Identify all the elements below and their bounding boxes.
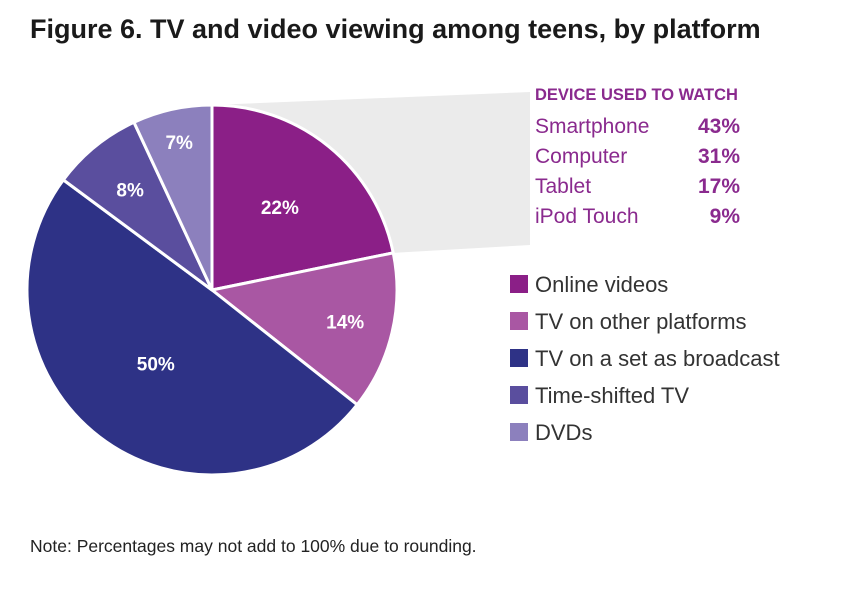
device-value: 17% <box>698 175 740 198</box>
device-callout-header: DEVICE USED TO WATCH <box>535 86 738 104</box>
device-callout: DEVICE USED TO WATCH Smartphone 43% Comp… <box>535 86 740 228</box>
pie-slice-dvds <box>132 103 214 292</box>
pie-slices <box>25 103 399 477</box>
legend-item: TV on a set as broadcast <box>510 346 780 371</box>
pie-slice-tv-on-other-platforms <box>210 251 399 407</box>
chart-title: Figure 6. TV and video viewing among tee… <box>30 14 761 44</box>
slice-label: 8% <box>116 181 144 202</box>
legend-swatch <box>510 312 528 330</box>
slice-label: 7% <box>165 133 193 154</box>
legend-swatch <box>510 386 528 404</box>
pie-slice-online-videos <box>210 103 395 292</box>
legend-label: DVDs <box>535 420 592 445</box>
legend-swatch <box>510 275 528 293</box>
legend-swatch <box>510 423 528 441</box>
slice-labels: 22% 14% 50% 8% 7% <box>116 133 364 376</box>
device-value: 43% <box>698 115 740 138</box>
legend-item: Online videos <box>510 272 668 297</box>
device-value: 9% <box>710 205 741 228</box>
legend: Online videos TV on other platforms TV on … <box>510 272 780 445</box>
footnote: Note: Percentages may not add to 100% du… <box>30 536 477 556</box>
slice-label: 50% <box>137 354 175 375</box>
legend-label: TV on other platforms <box>535 309 747 334</box>
pie-slice-tv-on-a-set-as-broadcast <box>25 178 359 477</box>
slice-label: 14% <box>326 313 364 334</box>
legend-label: Online videos <box>535 272 668 297</box>
legend-item: DVDs <box>510 420 592 445</box>
legend-item: Time-shifted TV <box>510 383 689 408</box>
legend-label: Time-shifted TV <box>535 383 689 408</box>
pie-slice-time-shifted-tv <box>61 120 214 292</box>
device-name: Computer <box>535 145 627 168</box>
device-value: 31% <box>698 145 740 168</box>
device-name: Tablet <box>535 175 591 198</box>
device-name: Smartphone <box>535 115 649 138</box>
device-name: iPod Touch <box>535 205 639 228</box>
legend-item: TV on other platforms <box>510 309 747 334</box>
legend-label: TV on a set as broadcast <box>535 346 780 371</box>
slice-label: 22% <box>261 198 299 219</box>
legend-swatch <box>510 349 528 367</box>
